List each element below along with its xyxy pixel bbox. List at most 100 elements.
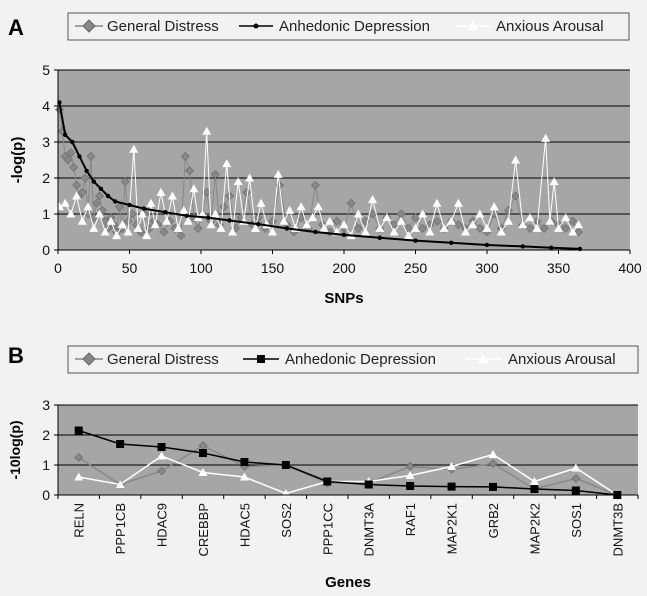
data-point — [453, 198, 463, 207]
panel-b-x-axis-title: Genes — [325, 574, 371, 591]
data-point — [112, 231, 122, 240]
data-point — [142, 231, 152, 240]
legend-a-anhedonic-marker — [253, 23, 259, 29]
data-point — [268, 216, 277, 226]
data-point — [219, 202, 229, 212]
panel-b: B General Distress Anhedonic Depression … — [7, 343, 639, 591]
data-point — [532, 223, 542, 232]
data-point — [389, 227, 399, 236]
category-label: PPP1CC — [320, 503, 335, 555]
data-point — [250, 223, 260, 232]
panel-b-y-axis-title: -10log(p) — [7, 420, 23, 479]
category-label: DNMT3A — [362, 503, 377, 557]
data-point — [256, 221, 261, 227]
legend-a-general-label: General Distress — [107, 18, 219, 35]
data-point — [561, 223, 571, 233]
data-point — [377, 235, 382, 240]
data-point — [453, 220, 463, 230]
category-label: HDAC5 — [237, 503, 252, 547]
data-point — [549, 177, 559, 186]
data-point — [313, 202, 323, 211]
data-point — [77, 216, 87, 225]
data-point — [341, 232, 347, 238]
data-point — [83, 202, 93, 211]
data-point — [159, 227, 169, 237]
data-point — [530, 485, 539, 493]
legend-a-general-marker — [82, 19, 96, 33]
data-point — [206, 220, 216, 229]
data-point — [273, 169, 283, 178]
data-point — [475, 223, 485, 233]
data-point — [89, 223, 99, 232]
data-point — [157, 443, 166, 451]
series-anhedonic-depression — [57, 100, 583, 252]
data-point — [63, 155, 73, 165]
data-point — [129, 144, 139, 153]
data-point — [504, 205, 513, 215]
data-point — [446, 216, 456, 225]
data-point — [468, 220, 478, 229]
data-point — [488, 450, 498, 458]
data-point — [98, 186, 104, 191]
data-point — [210, 169, 220, 179]
data-point — [210, 209, 220, 218]
data-point — [74, 472, 84, 481]
data-point — [137, 209, 147, 218]
x-tick-label: 0 — [54, 260, 62, 276]
panel-a: A General Distress Anhedonic Depression … — [8, 12, 642, 307]
data-point — [189, 184, 199, 193]
data-point — [70, 139, 75, 145]
category-label: MAP2K1 — [445, 503, 460, 554]
data-point — [396, 216, 406, 225]
data-point — [568, 216, 578, 226]
data-point — [127, 202, 132, 208]
data-point — [91, 179, 96, 184]
data-point — [150, 220, 160, 229]
data-point — [100, 227, 110, 236]
panel-a-legend-box — [67, 12, 630, 41]
panel-a-x-ticks: 0 50 100 150 200 250 300 350 400 — [54, 250, 642, 276]
data-point — [227, 227, 237, 236]
data-point — [484, 242, 490, 248]
data-point — [123, 227, 133, 236]
data-point — [488, 459, 498, 468]
data-point — [525, 213, 535, 222]
data-point — [432, 216, 442, 226]
y-tick-label: 0 — [42, 487, 50, 503]
data-point — [120, 177, 130, 187]
data-point — [302, 220, 312, 229]
data-point — [77, 187, 87, 197]
data-point — [323, 477, 332, 486]
data-point — [115, 480, 125, 488]
data-point — [202, 126, 212, 135]
panel-a-label: A — [8, 15, 24, 40]
panel-b-x-ticks: RELN PPP1CB HDAC9 CREBBP HDAC5 SOS2 PPP1CC DNMT… — [57, 495, 639, 557]
y-tick-label: 5 — [42, 62, 50, 78]
data-point — [325, 216, 335, 225]
legend-a-anxious-label: Anxious Arousal — [496, 18, 604, 35]
data-point — [94, 209, 104, 218]
data-point — [554, 223, 563, 232]
category-label: RAF1 — [403, 503, 418, 536]
data-point — [346, 198, 356, 208]
category-label: CREBBP — [196, 503, 211, 556]
data-point — [72, 180, 82, 190]
data-point — [411, 223, 420, 232]
data-point — [360, 227, 370, 236]
data-point — [62, 132, 68, 137]
panel-b-gridlines — [58, 404, 638, 466]
legend-b-anhedonic-label: Anhedonic Depression — [285, 351, 436, 368]
data-point — [332, 216, 342, 226]
data-point — [162, 216, 172, 225]
data-point — [183, 216, 193, 225]
data-point — [310, 180, 320, 190]
data-point — [449, 240, 454, 245]
y-tick-label: 4 — [42, 98, 50, 114]
data-point — [205, 215, 211, 220]
series-line — [78, 453, 618, 496]
data-point — [84, 168, 89, 173]
data-point — [545, 216, 555, 225]
data-point — [233, 177, 243, 186]
data-point — [156, 187, 166, 196]
